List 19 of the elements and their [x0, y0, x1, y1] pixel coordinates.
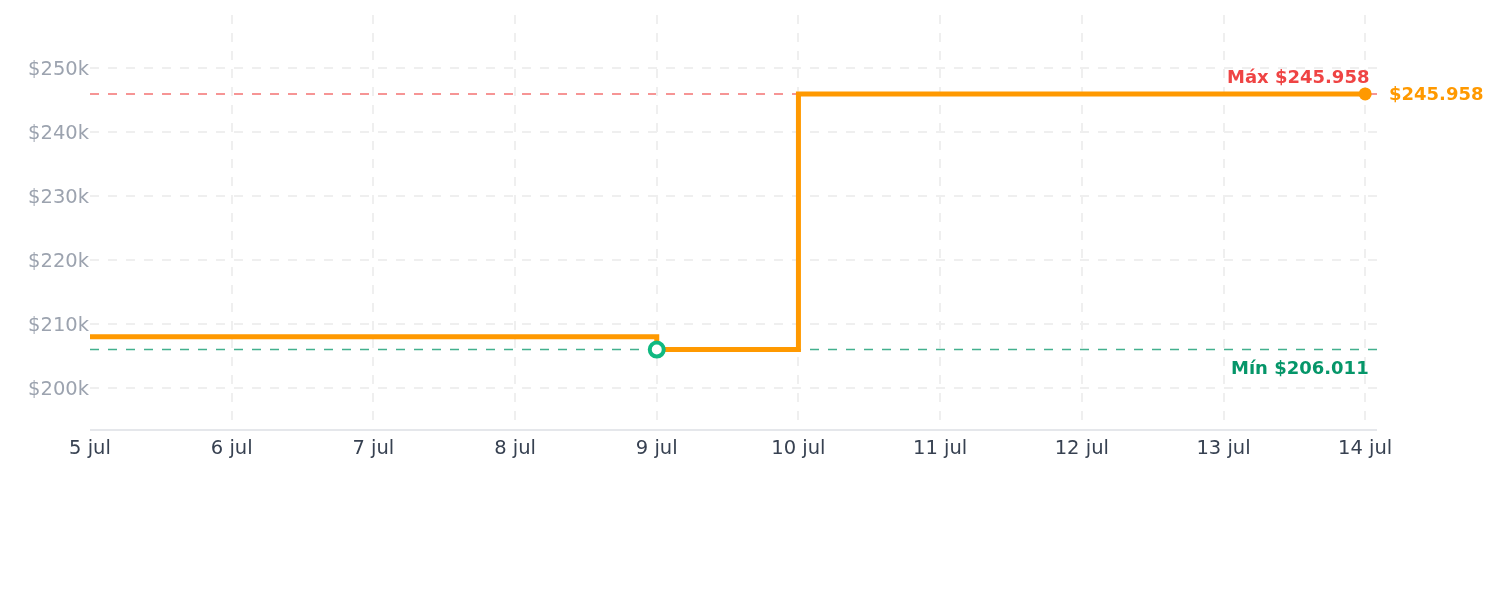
x-tick-label: 11 jul: [913, 436, 968, 460]
x-tick-label: 5 jul: [69, 436, 111, 460]
y-tick-label: $210k: [28, 312, 90, 336]
x-tick-label: 10 jul: [771, 436, 826, 460]
y-tick-label: $250k: [28, 56, 90, 80]
y-tick-label: $200k: [28, 376, 90, 400]
x-tick-label: 8 jul: [494, 436, 536, 460]
ref-line-label: Mín $206.011: [1231, 357, 1369, 378]
x-tick-label: 6 jul: [210, 436, 253, 460]
data-label: $245.958: [1389, 83, 1484, 104]
x-tick-label: 12 jul: [1054, 436, 1109, 460]
x-tick-label: 14 jul: [1338, 436, 1393, 460]
y-tick-label: $230k: [28, 184, 90, 208]
x-tick-label: 7 jul: [352, 436, 395, 460]
ref-line-label: Máx $245.958: [1227, 66, 1370, 87]
y-tick-label: $240k: [28, 120, 90, 144]
x-tick-label: 13 jul: [1196, 436, 1251, 460]
y-tick-label: $220k: [28, 248, 90, 272]
x-tick-label: 9 jul: [635, 436, 678, 460]
